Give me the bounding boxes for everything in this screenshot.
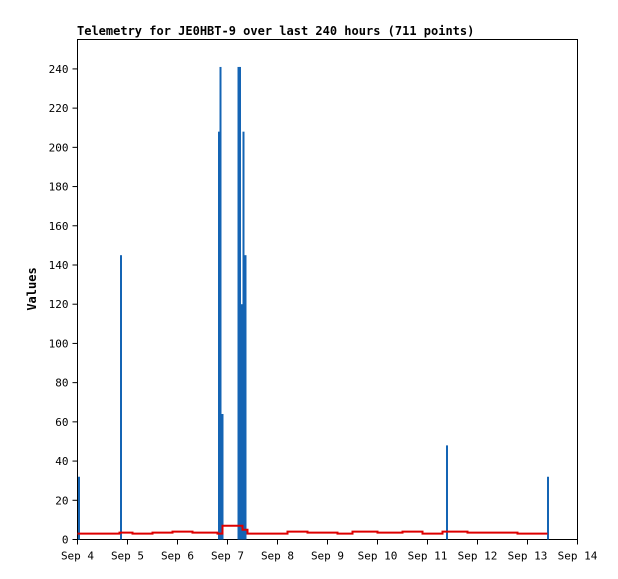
data-bar [221, 414, 224, 540]
x-tick-label: Sep 9 [311, 550, 344, 563]
x-tick-label: Sep 5 [111, 550, 144, 563]
y-tick-label: 200 [49, 141, 69, 154]
y-tick-label: 20 [55, 494, 68, 507]
data-bar [237, 66, 240, 540]
chart-title: Telemetry for JE0HBT-9 over last 240 hou… [77, 24, 474, 38]
data-bar [120, 255, 122, 540]
x-tick-label: Sep 11 [408, 550, 448, 563]
x-tick-label: Sep 7 [211, 550, 244, 563]
y-tick-label: 100 [49, 337, 69, 350]
y-axis-ticks: 0 20 40 60 80 100 120 140 160 180 200 220 240 [49, 63, 78, 547]
data-bar [239, 66, 241, 540]
data-bar [240, 304, 243, 540]
x-tick-label: Sep 13 [508, 550, 548, 563]
y-tick-label: 160 [49, 220, 69, 233]
data-bar [219, 66, 222, 540]
x-tick-label: Sep 6 [161, 550, 194, 563]
x-tick-label: Sep 14 [558, 550, 598, 563]
y-tick-label: 60 [55, 416, 68, 429]
line-series-path [77, 524, 548, 535]
y-tick-label: 80 [55, 377, 68, 390]
y-tick-label: 180 [49, 181, 69, 194]
y-tick-label: 240 [49, 63, 69, 76]
data-bar [242, 131, 245, 540]
x-tick-label: Sep 12 [458, 550, 498, 563]
data-bar [244, 255, 247, 540]
x-tick-label: Sep 4 [61, 550, 94, 563]
y-tick-label: 220 [49, 102, 69, 115]
x-axis-ticks: Sep 4 Sep 5 Sep 6 Sep 7 Sep 8 Sep 9 Sep 10 Sep … [61, 539, 598, 563]
y-tick-label: 0 [62, 534, 69, 547]
data-bar [218, 131, 220, 540]
line-series [77, 524, 548, 535]
x-tick-label: Sep 8 [261, 550, 294, 563]
y-tick-label: 120 [49, 298, 69, 311]
plot-frame [77, 39, 578, 540]
data-bar [78, 476, 80, 540]
y-tick-label: 140 [49, 259, 69, 272]
bar-series [78, 66, 549, 540]
x-tick-label: Sep 10 [358, 550, 398, 563]
data-bar [446, 445, 448, 540]
y-axis-label: Values [25, 267, 39, 310]
y-tick-label: 40 [55, 455, 68, 468]
data-bar [547, 476, 549, 540]
